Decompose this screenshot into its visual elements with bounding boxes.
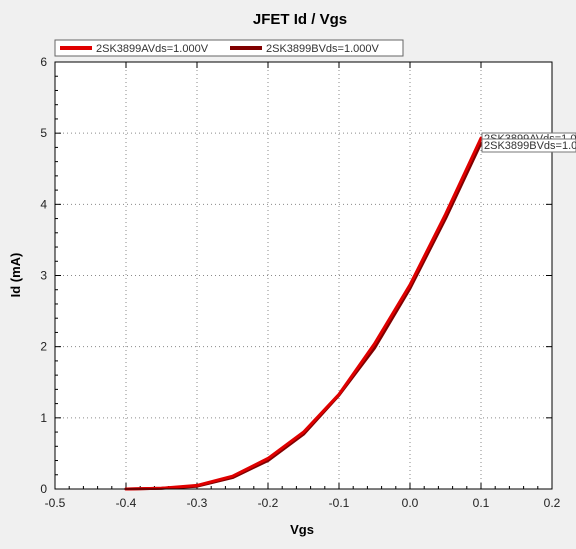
legend-label-series-b: 2SK3899BVds=1.000V bbox=[266, 43, 380, 55]
plot-frame bbox=[54, 61, 553, 490]
x-tick-label: -0.4 bbox=[116, 496, 137, 510]
x-tick-label: 0.0 bbox=[402, 496, 419, 510]
end-callouts: 2SK3899AVds=1.000V 2SK3899BVds=1.000V bbox=[481, 132, 576, 153]
y-axis-label: Id (mA) bbox=[8, 253, 23, 298]
x-tick-label: -0.5 bbox=[45, 496, 66, 510]
y-tick-label: 2 bbox=[40, 340, 47, 354]
x-axis-label: Vgs bbox=[290, 522, 314, 537]
legend-label-series-a: 2SK3899AVds=1.000V bbox=[96, 43, 209, 55]
x-tick-label: -0.2 bbox=[258, 496, 279, 510]
chart-title: JFET Id / Vgs bbox=[253, 11, 347, 28]
y-tick-label: 0 bbox=[40, 482, 47, 496]
x-tick-label: 0.1 bbox=[473, 496, 490, 510]
series-line-a bbox=[124, 136, 483, 491]
y-tick-label: 3 bbox=[40, 269, 47, 283]
legend: 2SK3899AVds=1.000V 2SK3899BVds=1.000V bbox=[54, 39, 404, 57]
y-tick-label: 6 bbox=[40, 55, 47, 69]
x-tick-label: -0.3 bbox=[187, 496, 208, 510]
y-tick-label: 1 bbox=[40, 411, 47, 425]
grid bbox=[55, 62, 552, 489]
y-tick-label: 4 bbox=[40, 197, 47, 211]
series-layer bbox=[124, 136, 483, 491]
callout-box-series-b bbox=[481, 138, 576, 153]
callout-label-series-b: 2SK3899BVds=1.000V bbox=[484, 140, 576, 152]
y-tick-label: 5 bbox=[40, 126, 47, 140]
legend-box bbox=[54, 39, 404, 57]
x-tick-label: -0.1 bbox=[329, 496, 350, 510]
x-tick-label: 0.2 bbox=[544, 496, 561, 510]
